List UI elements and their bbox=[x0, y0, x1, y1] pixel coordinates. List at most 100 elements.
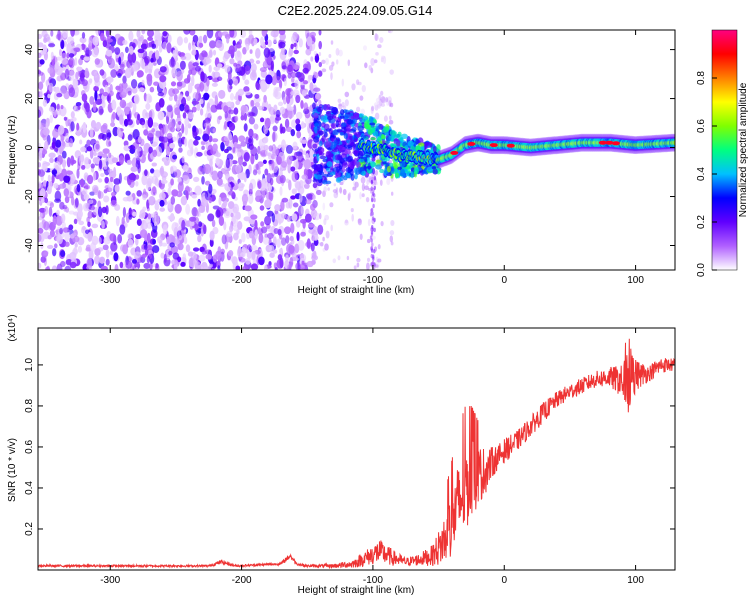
heatmap-cell bbox=[52, 128, 59, 139]
bottom-x-ticks: -300 -200 -100 0 100 bbox=[100, 328, 644, 586]
heatmap-cell bbox=[42, 163, 48, 172]
heatmap-cell bbox=[248, 182, 254, 193]
heatmap-cell bbox=[212, 143, 218, 152]
heatmap-cell bbox=[177, 137, 183, 148]
heatmap-cell bbox=[285, 144, 293, 154]
heatmap-cell bbox=[371, 197, 374, 203]
heatmap-cell bbox=[88, 35, 93, 47]
heatmap-cell bbox=[244, 65, 251, 75]
heatmap-cell bbox=[243, 112, 248, 121]
bottom-y-multiplier: (x10⁴) bbox=[7, 314, 18, 341]
heatmap-cell bbox=[167, 187, 172, 196]
heatmap-cell bbox=[50, 30, 54, 37]
heatmap-cell bbox=[191, 194, 198, 199]
heatmap-cell bbox=[262, 235, 270, 245]
heatmap-cell bbox=[291, 213, 298, 222]
heatmap-cell bbox=[138, 36, 143, 42]
heatmap-cell bbox=[381, 135, 386, 140]
heatmap-cell bbox=[238, 38, 243, 46]
heatmap-cell bbox=[119, 69, 126, 74]
heatmap-cell bbox=[310, 56, 314, 62]
heatmap-cell bbox=[285, 93, 291, 105]
heatmap-cell bbox=[125, 190, 131, 196]
heatmap-cell bbox=[222, 200, 228, 208]
heatmap-cell bbox=[211, 138, 219, 143]
heatmap-cell bbox=[83, 56, 91, 61]
heatmap-cell bbox=[180, 228, 187, 239]
heatmap-cell bbox=[74, 242, 78, 248]
heatmap-cell bbox=[258, 232, 264, 244]
heatmap-cell bbox=[341, 122, 347, 128]
heatmap-cell bbox=[387, 136, 391, 144]
heatmap-cell bbox=[389, 115, 392, 121]
y-tick-label: 0 bbox=[24, 144, 35, 150]
heatmap-cell bbox=[184, 117, 190, 127]
heatmap-cell bbox=[389, 69, 394, 75]
heatmap-cell bbox=[152, 186, 157, 193]
heatmap-cell bbox=[377, 258, 382, 263]
heatmap-cell bbox=[295, 118, 301, 125]
heatmap-cell bbox=[291, 78, 295, 83]
heatmap-cell bbox=[245, 44, 250, 51]
heatmap-cell bbox=[232, 208, 239, 217]
heatmap-cell bbox=[125, 212, 130, 223]
heatmap-cell bbox=[169, 58, 176, 68]
heatmap-cell bbox=[255, 47, 261, 59]
heatmap-cell bbox=[136, 218, 142, 226]
heatmap-cell bbox=[38, 81, 44, 91]
heatmap-cell bbox=[98, 236, 102, 245]
heatmap-cell bbox=[267, 232, 274, 240]
heatmap-cell bbox=[295, 94, 301, 104]
heatmap-cell bbox=[279, 174, 286, 184]
heatmap-cell bbox=[235, 265, 241, 270]
heatmap-cell bbox=[268, 245, 275, 253]
heatmap-cell bbox=[299, 218, 308, 224]
heatmap-cell bbox=[323, 218, 327, 226]
heatmap-cell bbox=[288, 106, 294, 111]
heatmap-cell bbox=[155, 263, 159, 269]
heatmap-cell bbox=[370, 57, 375, 66]
heatmap-cell bbox=[59, 227, 64, 235]
heatmap-cell bbox=[149, 262, 153, 270]
heatmap-cell bbox=[116, 126, 121, 137]
heatmap-cell bbox=[128, 30, 134, 42]
heatmap-cell bbox=[244, 37, 251, 47]
heatmap-cell bbox=[258, 139, 266, 148]
heatmap-cell bbox=[344, 148, 351, 155]
heatmap-cell bbox=[122, 39, 128, 45]
heatmap-cell bbox=[186, 74, 191, 83]
heatmap-cell bbox=[388, 30, 394, 34]
heatmap-cell bbox=[320, 115, 327, 122]
heatmap-cell bbox=[52, 215, 57, 226]
heatmap-cell bbox=[330, 122, 337, 129]
y-tick-label: 1.0 bbox=[24, 358, 35, 372]
heatmap-cell bbox=[371, 260, 375, 266]
heatmap-cell bbox=[216, 76, 223, 82]
heatmap-cell bbox=[100, 172, 105, 178]
heatmap-cell bbox=[170, 245, 179, 255]
heatmap-cell bbox=[389, 230, 395, 236]
heatmap-cell bbox=[108, 168, 113, 174]
heatmap-cell bbox=[391, 166, 395, 174]
heatmap-cell bbox=[90, 163, 95, 169]
heatmap-cell bbox=[266, 173, 272, 184]
heatmap-cell bbox=[46, 244, 54, 249]
heatmap-cell bbox=[126, 159, 133, 165]
heatmap-cell bbox=[69, 177, 75, 187]
heatmap-cell bbox=[249, 217, 257, 227]
heatmap-cell bbox=[132, 102, 137, 112]
heatmap-cell bbox=[179, 94, 183, 100]
heatmap-cell bbox=[303, 63, 309, 70]
heatmap-cell bbox=[90, 242, 97, 252]
bottom-x-axis-label: Height of straight line (km) bbox=[298, 585, 415, 596]
heatmap-cell bbox=[215, 209, 221, 218]
heatmap-cell bbox=[373, 227, 376, 233]
heatmap-cell bbox=[353, 112, 360, 120]
heatmap-cell bbox=[132, 211, 137, 217]
heatmap-cell bbox=[105, 205, 109, 215]
heatmap-cell bbox=[248, 230, 254, 239]
heatmap-cell bbox=[247, 244, 252, 251]
heatmap-cell bbox=[130, 166, 138, 172]
snr-panel: -300 -200 -100 0 100 0.20.40.60.81.0 Height … bbox=[7, 314, 676, 596]
heatmap-cell bbox=[207, 213, 215, 222]
